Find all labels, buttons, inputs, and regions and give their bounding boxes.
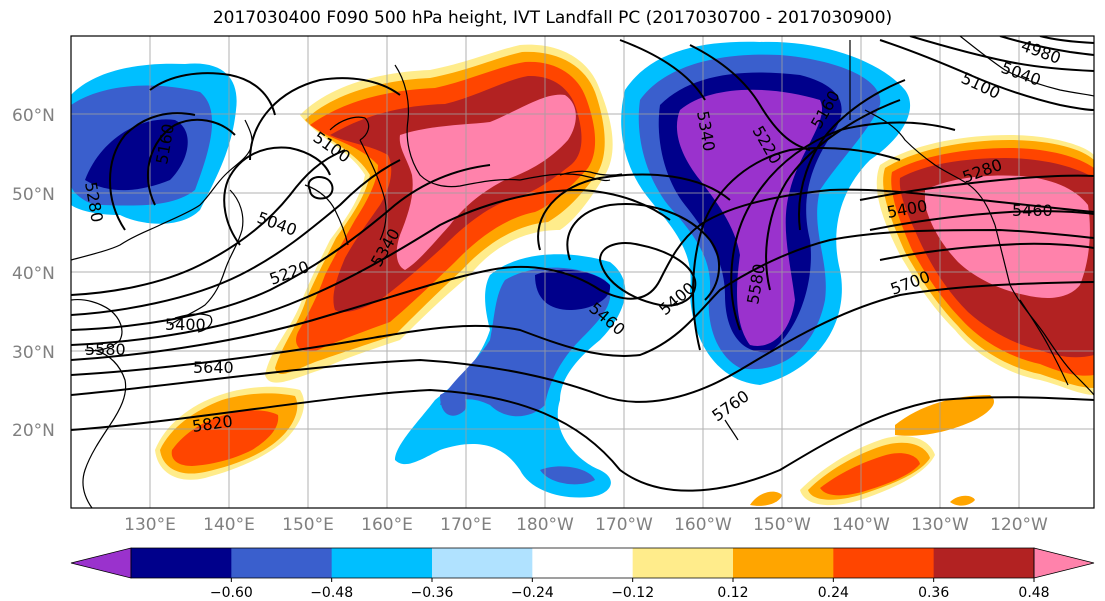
colorbar-segment (632, 548, 734, 578)
colorbar-tick-label: 0.36 (918, 585, 949, 601)
colorbar-tick-label: −0.24 (511, 585, 554, 601)
colorbar-segment (131, 548, 232, 578)
colorbar-extension-low (70, 547, 132, 579)
colorbar-tick-label: −0.60 (210, 585, 253, 601)
lon-label: 150°W (753, 515, 811, 535)
contour-label: 5460 (1012, 201, 1053, 220)
lon-label: 130°E (124, 515, 176, 535)
colorbar-extension-high (1033, 547, 1095, 579)
lon-label: 170°E (440, 515, 492, 535)
map-frame (70, 35, 1095, 509)
colorbar-tick-label: 0.48 (1018, 585, 1049, 601)
pos-core-east (925, 175, 1090, 298)
colorbar-tick-label: −0.48 (310, 585, 353, 601)
colorbar-segment (231, 548, 333, 578)
colorbar-tick-label: −0.36 (411, 585, 454, 601)
colorbar-tick-label: −0.12 (611, 585, 654, 601)
lat-label: 30°N (12, 343, 55, 363)
lon-label: 180°W (516, 515, 574, 535)
lat-label: 60°N (12, 106, 55, 126)
contour-label: 5400 (165, 315, 206, 334)
lon-label: 170°W (595, 515, 653, 535)
lon-label: 140°W (832, 515, 890, 535)
lon-label: 150°E (282, 515, 334, 535)
height-contours (71, 36, 1094, 492)
contour-label: 5640 (193, 358, 234, 377)
lon-label: 140°E (203, 515, 255, 535)
colorbar-segment (933, 548, 1035, 578)
colorbar-tick-label: 0.24 (818, 585, 849, 601)
colorbar-tick-label: 0.12 (717, 585, 748, 601)
lon-label: 130°W (911, 515, 969, 535)
lat-label: 40°N (12, 264, 55, 284)
lat-label: 20°N (12, 421, 55, 441)
ivt-shading (71, 41, 1094, 506)
longitude-labels: 130°E 140°E 150°E 160°E 170°E 180°W 170°… (124, 515, 1048, 535)
lon-label: 120°W (990, 515, 1048, 535)
latitude-labels: 60°N 50°N 40°N 30°N 20°N (12, 106, 55, 441)
lat-label: 50°N (12, 185, 55, 205)
colorbar-segment (833, 548, 935, 578)
colorbar-segment (532, 548, 634, 578)
colorbar-segment (331, 548, 433, 578)
colorbar-segment (733, 548, 834, 578)
colorbar: −0.60 −0.48 −0.36 −0.24 −0.12 0.12 0.24 0.36 0.4… (70, 547, 1095, 601)
lon-label: 160°E (361, 515, 413, 535)
lon-label: 160°W (674, 515, 732, 535)
pos-core-north (396, 94, 576, 270)
map-title: 2017030400 F090 500 hPa height, IVT Land… (212, 8, 893, 28)
colorbar-segment (432, 548, 533, 578)
contour-label: 5580 (85, 340, 126, 359)
